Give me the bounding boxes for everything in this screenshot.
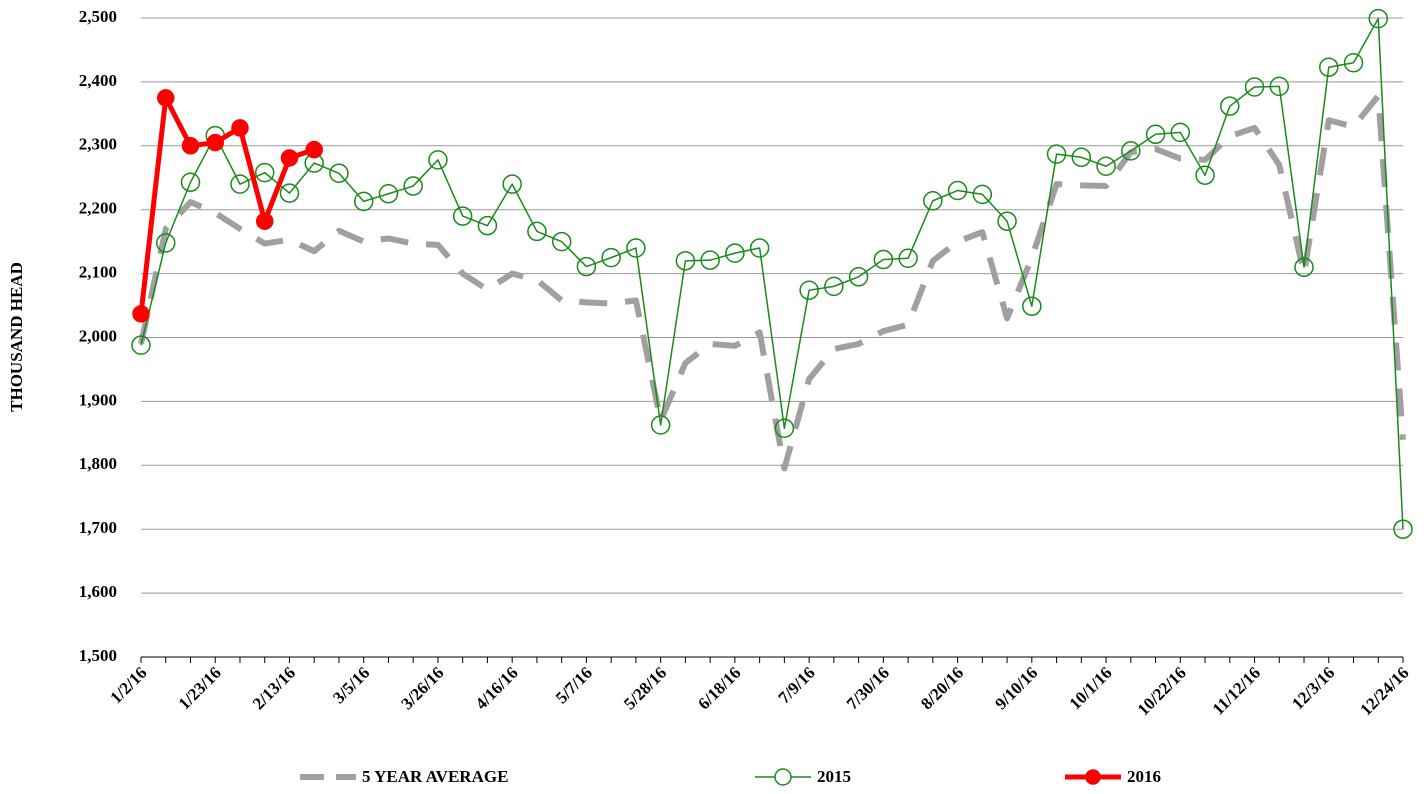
data-point xyxy=(502,174,522,194)
data-point xyxy=(230,174,250,194)
y-tick-label: 1,800 xyxy=(79,454,117,473)
data-point xyxy=(1071,147,1092,168)
y-tick-label: 2,000 xyxy=(79,326,117,345)
data-point xyxy=(1294,257,1314,277)
x-tick-label: 10/1/16 xyxy=(1065,663,1115,713)
data-point xyxy=(1170,122,1191,143)
data-point xyxy=(1269,76,1290,97)
data-point xyxy=(1368,8,1389,29)
data-point xyxy=(1220,96,1240,116)
legend-marker xyxy=(774,768,792,786)
data-point xyxy=(700,250,720,270)
x-tick-label: 4/16/16 xyxy=(472,663,522,713)
data-point xyxy=(1195,165,1215,185)
data-point xyxy=(180,172,201,192)
y-tick-label: 2,300 xyxy=(79,135,117,154)
data-point xyxy=(774,418,795,438)
data-point xyxy=(231,119,249,137)
data-point xyxy=(848,267,869,287)
data-point xyxy=(1096,156,1116,176)
data-point xyxy=(477,215,498,236)
data-point xyxy=(155,233,176,253)
x-tick-label: 3/26/16 xyxy=(397,663,447,713)
data-point xyxy=(749,238,770,258)
data-point xyxy=(132,305,150,323)
legend-marker xyxy=(1085,769,1101,785)
data-point xyxy=(378,183,399,204)
x-tick-label: 1/2/16 xyxy=(106,663,150,707)
data-point xyxy=(1046,144,1067,164)
data-point xyxy=(428,150,448,170)
data-point xyxy=(1319,57,1339,77)
x-tick-label: 7/9/16 xyxy=(775,663,819,707)
series-line xyxy=(140,17,1404,530)
data-point xyxy=(1022,296,1042,316)
data-point xyxy=(824,276,844,297)
x-tick-label: 1/23/16 xyxy=(175,663,225,713)
data-point xyxy=(254,162,275,183)
data-point xyxy=(576,256,597,277)
data-point xyxy=(1343,52,1364,73)
y-tick-label: 1,700 xyxy=(79,518,117,537)
data-point xyxy=(898,248,918,269)
data-point xyxy=(923,191,943,211)
data-point xyxy=(873,249,894,270)
data-point xyxy=(527,221,547,242)
y-axis-title: THOUSAND HEAD xyxy=(7,262,26,412)
data-point xyxy=(1393,519,1413,539)
data-point xyxy=(206,133,224,152)
data-point xyxy=(353,191,374,212)
x-tick-label: 10/22/16 xyxy=(1134,663,1190,719)
y-tick-label: 2,500 xyxy=(79,7,117,26)
x-tick-label: 7/30/16 xyxy=(843,663,893,713)
data-point xyxy=(280,149,299,167)
data-point xyxy=(725,243,745,263)
legend-label: 2015 xyxy=(817,767,851,786)
data-point xyxy=(255,212,274,230)
data-point xyxy=(972,184,993,205)
y-tick-label: 2,400 xyxy=(79,71,117,90)
data-point xyxy=(1121,141,1141,161)
data-point xyxy=(1244,77,1265,97)
x-tick-label: 6/18/16 xyxy=(694,663,744,713)
data-point xyxy=(997,211,1017,231)
y-tick-label: 1,900 xyxy=(79,390,117,409)
data-point xyxy=(329,163,349,184)
data-point xyxy=(551,231,572,252)
data-point xyxy=(279,183,300,203)
x-tick-label: 12/3/16 xyxy=(1288,663,1338,713)
data-point xyxy=(675,251,696,271)
data-point xyxy=(403,176,423,196)
data-point xyxy=(947,180,968,201)
y-tick-label: 1,600 xyxy=(79,582,117,601)
x-tick-label: 8/20/16 xyxy=(917,663,967,713)
data-point xyxy=(452,206,473,226)
data-point xyxy=(799,280,819,300)
data-point xyxy=(601,247,621,268)
x-tick-label: 3/5/16 xyxy=(329,663,373,707)
legend-label: 2016 xyxy=(1127,767,1161,786)
x-tick-label: 5/28/16 xyxy=(620,663,670,713)
y-tick-label: 1,500 xyxy=(79,646,117,665)
data-point xyxy=(305,140,323,159)
data-point xyxy=(626,238,646,258)
x-tick-label: 12/24/16 xyxy=(1356,663,1412,719)
data-point xyxy=(131,335,151,355)
x-tick-label: 9/10/16 xyxy=(991,663,1041,713)
series-line xyxy=(138,92,1406,472)
data-point xyxy=(1145,124,1166,145)
data-point xyxy=(181,137,200,155)
x-tick-label: 5/7/16 xyxy=(552,663,596,707)
data-point xyxy=(650,415,671,435)
data-point xyxy=(156,89,175,107)
x-tick-label: 2/13/16 xyxy=(249,663,299,713)
y-tick-label: 2,200 xyxy=(79,199,117,218)
y-tick-label: 2,100 xyxy=(79,263,117,282)
legend-label: 5 YEAR AVERAGE xyxy=(362,767,508,786)
series-line xyxy=(138,95,316,315)
x-tick-label: 11/12/16 xyxy=(1209,663,1265,719)
